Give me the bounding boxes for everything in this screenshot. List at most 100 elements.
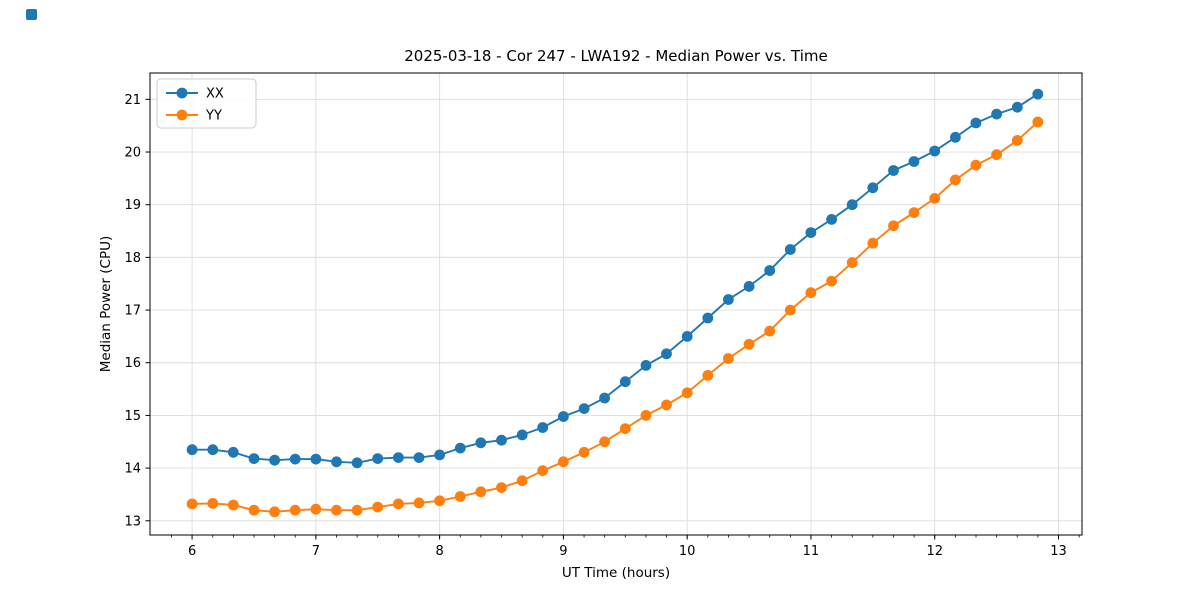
data-point	[908, 207, 920, 219]
svg-text:18: 18	[124, 251, 141, 266]
data-point	[846, 199, 858, 211]
data-point	[929, 145, 941, 157]
svg-text:21: 21	[124, 93, 141, 108]
data-point	[1032, 116, 1044, 128]
data-point	[186, 444, 198, 456]
data-point	[846, 257, 858, 268]
data-point	[372, 501, 384, 513]
data-point	[227, 499, 239, 511]
data-point	[496, 434, 507, 446]
data-point	[681, 331, 693, 342]
data-point	[310, 453, 322, 465]
legend-label-xx: XX	[206, 87, 224, 102]
data-point	[1011, 101, 1023, 113]
data-point	[434, 449, 445, 461]
data-point	[743, 338, 755, 350]
data-point	[269, 454, 280, 466]
data-point	[723, 353, 734, 364]
data-point	[702, 370, 714, 381]
data-point	[289, 453, 301, 465]
data-point	[929, 193, 941, 204]
svg-text:13: 13	[124, 514, 141, 529]
data-point	[970, 159, 982, 171]
data-point	[599, 436, 610, 448]
svg-text:6: 6	[188, 544, 196, 559]
data-point	[784, 244, 796, 255]
data-point	[475, 486, 487, 498]
data-point	[619, 376, 631, 388]
svg-text:16: 16	[124, 356, 141, 371]
data-point	[289, 504, 301, 516]
svg-text:14: 14	[124, 462, 141, 477]
legend-marker-xx	[176, 87, 188, 99]
data-point	[764, 265, 776, 276]
data-point	[496, 482, 507, 493]
data-point	[599, 392, 610, 404]
data-point	[372, 453, 384, 464]
data-point	[661, 399, 672, 411]
data-point	[991, 149, 1002, 161]
data-point	[310, 503, 322, 515]
data-point	[640, 360, 652, 371]
chart-title: 2025-03-18 - Cor 247 - LWA192 - Median P…	[404, 47, 828, 65]
svg-text:7: 7	[312, 544, 320, 559]
data-point	[723, 294, 734, 305]
data-point	[578, 403, 590, 414]
data-point	[826, 214, 837, 225]
data-point	[413, 452, 425, 463]
data-point	[248, 504, 260, 516]
svg-text:19: 19	[124, 198, 141, 213]
data-point	[393, 452, 404, 463]
svg-text:8: 8	[435, 544, 443, 559]
data-point	[558, 456, 569, 468]
data-point	[1032, 88, 1044, 100]
svg-text:9: 9	[559, 544, 567, 559]
plot-border	[149, 72, 1083, 536]
data-point	[950, 131, 961, 143]
data-point	[970, 117, 982, 129]
data-point	[475, 437, 487, 449]
svg-text:15: 15	[124, 409, 141, 424]
data-point	[454, 491, 466, 502]
data-point	[805, 287, 817, 299]
data-point	[784, 304, 796, 316]
data-point	[413, 497, 425, 509]
data-point	[640, 410, 652, 421]
data-point	[537, 465, 549, 477]
data-point	[434, 495, 445, 507]
data-point	[950, 174, 961, 186]
data-point	[826, 275, 837, 287]
data-point	[227, 446, 239, 458]
series-yy	[186, 116, 1044, 518]
app-corner-icon	[26, 9, 37, 20]
data-point	[619, 423, 631, 434]
data-point	[908, 156, 920, 167]
data-point	[991, 108, 1002, 120]
data-point	[764, 325, 776, 337]
data-point	[805, 227, 817, 239]
svg-text:20: 20	[124, 146, 141, 161]
data-point	[331, 456, 342, 468]
data-point	[269, 506, 280, 518]
legend-marker-yy	[176, 109, 188, 121]
data-point	[351, 457, 363, 469]
svg-text:10: 10	[679, 544, 696, 559]
data-point	[743, 281, 755, 292]
data-point	[702, 312, 714, 324]
y-axis-label: Median Power (CPU)	[98, 236, 114, 372]
data-point	[1011, 135, 1023, 146]
data-point	[207, 498, 219, 509]
data-point	[867, 182, 879, 194]
legend: XX YY	[156, 78, 257, 129]
data-point	[516, 429, 528, 441]
svg-text:12: 12	[926, 544, 943, 559]
data-point	[537, 422, 549, 433]
series-xx	[186, 88, 1044, 469]
grid-lines	[150, 73, 1082, 535]
legend-label-yy: YY	[205, 109, 222, 124]
data-point	[331, 504, 342, 516]
data-point	[454, 442, 466, 454]
svg-text:11: 11	[803, 544, 820, 559]
